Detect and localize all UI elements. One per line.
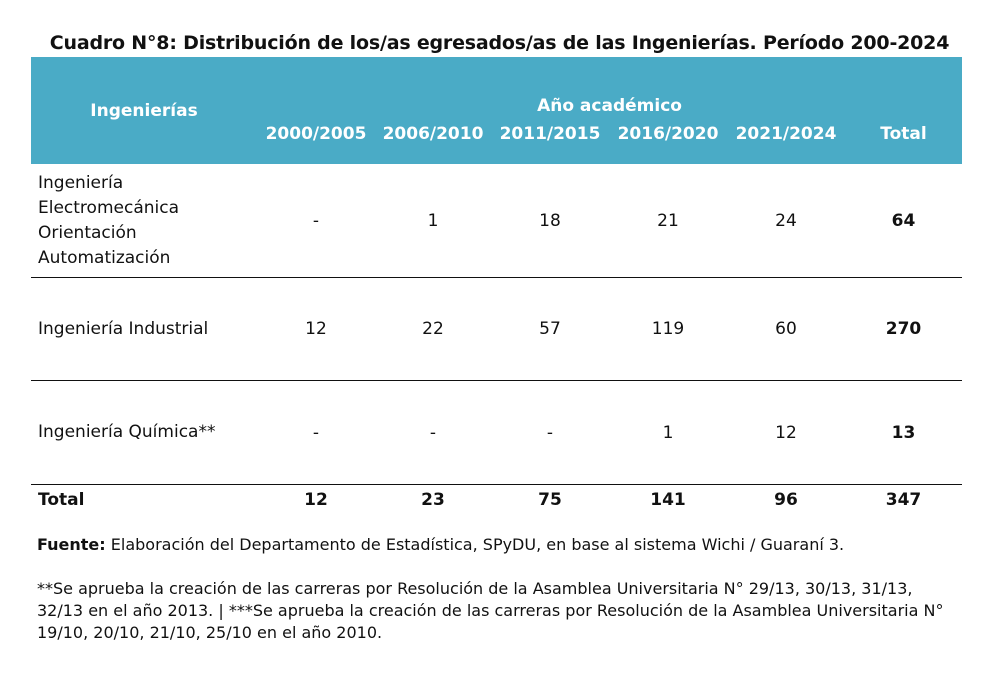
table-cell: - (312, 422, 320, 443)
total-cell: 75 (538, 490, 562, 510)
table-cell: 21 (657, 210, 679, 231)
column-header: 2006/2010 (375, 120, 491, 164)
column-header: 2016/2020 (609, 120, 727, 164)
source-text: Elaboración del Departamento de Estadíst… (110, 535, 845, 554)
row-total-cell: 64 (891, 210, 916, 231)
column-header: 2011/2015 (491, 120, 609, 164)
row-total-cell: 13 (891, 422, 916, 443)
table-cell: 1 (427, 210, 439, 231)
table-cell: 12 (775, 422, 797, 443)
row-label: Ingeniería Electromecánica Orientación Auto… (38, 172, 179, 268)
row-label: Ingeniería Industrial (38, 318, 209, 339)
table-cell: 57 (539, 319, 561, 339)
column-header-total: Total (845, 120, 963, 164)
source-label: Fuente: (37, 535, 106, 554)
total-cell: 12 (304, 490, 328, 510)
table-cell: 22 (422, 319, 444, 339)
footnote: **Se aprueba la creación de las carreras… (37, 579, 944, 642)
row-label: Ingeniería Química** (38, 422, 216, 442)
row-header-label: Ingenierías (31, 57, 257, 164)
table-cell: 1 (662, 422, 674, 443)
source-note: Fuente: Elaboración del Departamento de … (37, 534, 957, 556)
table-cell: 24 (775, 210, 797, 231)
total-cell: 141 (650, 490, 686, 510)
table-cell: - (546, 422, 554, 443)
column-group-label: Año académico (257, 57, 963, 120)
table-row: Ingeniería Industrial 12 22 57 119 60 27… (31, 278, 963, 381)
table-cell: 60 (775, 319, 797, 339)
column-header: 2000/2005 (257, 120, 375, 164)
table-row: Ingeniería Electromecánica Orientación Auto… (31, 164, 963, 278)
table-cell: 119 (651, 319, 685, 339)
table-cell: 12 (305, 319, 327, 339)
table-title: Cuadro N°8: Distribución de los/as egres… (49, 32, 950, 54)
graduates-table: Ingenierías Año académico 2000/2005 2006… (31, 57, 963, 516)
table-cell: - (429, 422, 437, 443)
total-cell: 96 (774, 490, 798, 510)
column-header: 2021/2024 (727, 120, 845, 164)
total-row: Total 12 23 75 141 96 347 (31, 485, 962, 516)
total-label: Total (38, 489, 85, 510)
row-total-cell: 270 (885, 319, 922, 339)
grand-total-cell: 347 (885, 490, 922, 510)
total-cell: 23 (421, 490, 445, 510)
table-cell: - (312, 210, 320, 231)
table-row: Ingeniería Química** - - - 1 12 13 (31, 381, 963, 485)
table-cell: 18 (539, 210, 561, 231)
